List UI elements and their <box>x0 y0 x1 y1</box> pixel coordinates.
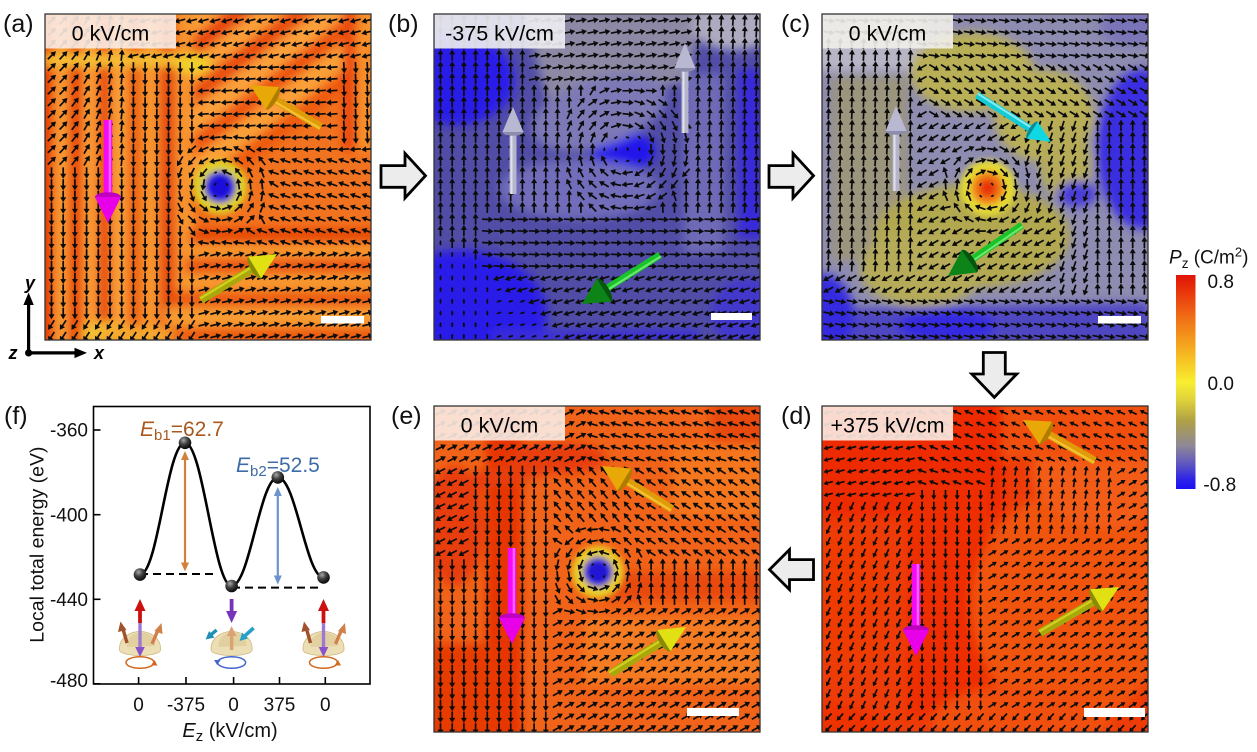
svg-text:0: 0 <box>228 695 239 716</box>
svg-text:Ez (kV/cm): Ez (kV/cm) <box>182 720 277 745</box>
svg-text:Eb1=62.7: Eb1=62.7 <box>140 418 224 444</box>
svg-text:0 kV/cm: 0 kV/cm <box>72 22 150 46</box>
svg-text:0: 0 <box>133 695 144 716</box>
svg-text:(e): (e) <box>391 402 422 430</box>
svg-text:+375 kV/cm: +375 kV/cm <box>830 414 944 438</box>
svg-text:-480: -480 <box>50 671 88 692</box>
svg-text:0 kV/cm: 0 kV/cm <box>849 22 927 46</box>
svg-text:Local total energy (eV): Local total energy (eV) <box>27 446 49 642</box>
svg-text:-0.8: -0.8 <box>1203 475 1236 496</box>
svg-text:0.0: 0.0 <box>1208 374 1234 395</box>
svg-text:-400: -400 <box>50 505 88 526</box>
svg-text:(c): (c) <box>781 10 810 38</box>
svg-text:375: 375 <box>264 695 296 716</box>
svg-text:-375: -375 <box>167 695 205 716</box>
svg-text:0 kV/cm: 0 kV/cm <box>461 414 539 438</box>
svg-text:x: x <box>93 343 105 363</box>
svg-text:Eb2=52.5: Eb2=52.5 <box>236 454 320 480</box>
svg-text:z: z <box>8 343 18 363</box>
svg-text:-440: -440 <box>50 590 88 611</box>
svg-text:(b): (b) <box>388 10 419 38</box>
svg-text:(a): (a) <box>3 10 34 38</box>
svg-text:-360: -360 <box>50 421 88 442</box>
svg-text:0.8: 0.8 <box>1208 272 1234 293</box>
svg-text:(f): (f) <box>4 402 28 430</box>
svg-text:Pz (C/m2): Pz (C/m2) <box>1169 245 1248 272</box>
svg-text:0: 0 <box>320 695 331 716</box>
svg-text:(d): (d) <box>781 402 812 430</box>
svg-text:y: y <box>24 273 36 293</box>
svg-text:-375 kV/cm: -375 kV/cm <box>445 22 554 46</box>
